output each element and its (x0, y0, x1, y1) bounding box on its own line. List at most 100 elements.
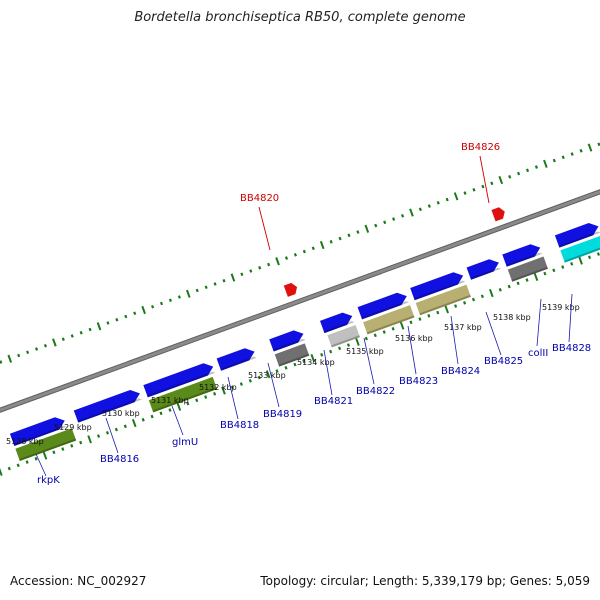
tick-mark (88, 327, 92, 332)
tick-mark (151, 304, 155, 309)
tick-mark (302, 249, 306, 254)
gene-rkpK (9, 417, 67, 446)
tick-mark (16, 463, 20, 468)
gene-label: BB4824 (441, 366, 480, 377)
gene-BB4822-body (357, 292, 407, 320)
feature-BB4822 (363, 305, 415, 335)
feature-colII (560, 235, 600, 263)
tick-mark (525, 168, 530, 173)
tick-mark (570, 262, 574, 266)
gene-BB4818-body (216, 348, 255, 371)
gene-BB4824 (466, 259, 502, 280)
tick-mark (587, 255, 592, 260)
kbp-tick-label: 5133 kbp (248, 371, 286, 380)
gene-colII-body (554, 223, 599, 248)
feature-BB4823 (415, 284, 471, 316)
tick-mark (508, 175, 512, 179)
gene-BB4822 (357, 292, 410, 320)
tick-mark (552, 268, 556, 273)
gene-BB4821-body (319, 312, 353, 334)
inner-tick-ruler (0, 252, 600, 476)
tick-mark (114, 427, 118, 432)
kbp-tick-label: 5134 kbp (297, 358, 335, 367)
tick-mark (347, 233, 351, 238)
tick-mark (453, 192, 459, 201)
gene-glmU-shade (147, 371, 216, 398)
gene-leader-line (227, 376, 239, 420)
gene-BB4818-shade (220, 356, 257, 371)
gene-label: rkpK (37, 475, 60, 486)
gene-label: BB4822 (356, 386, 395, 397)
feature-BB4821-shade (331, 335, 360, 348)
gene-BB4825-shade (506, 252, 543, 267)
feature-colII-shade (564, 247, 600, 263)
tick-mark (52, 338, 57, 347)
tick-mark (570, 152, 574, 156)
gene-BB4819-shade (273, 338, 306, 352)
tick-mark (258, 265, 262, 270)
tick-mark (481, 184, 485, 189)
tick-mark (319, 240, 325, 250)
feature-BB4822-shade (366, 315, 415, 335)
tick-mark (338, 236, 342, 241)
feature-colII-body (560, 235, 600, 263)
feature-BB4823-shade (419, 294, 471, 316)
tick-mark (96, 322, 102, 331)
tick-mark (79, 330, 83, 335)
tick-mark (561, 155, 565, 160)
gene-BB4819-body (269, 330, 304, 352)
gene-leader-line (450, 315, 459, 365)
gene-BB4819 (269, 330, 306, 352)
tick-mark (471, 297, 476, 302)
tick-mark (427, 204, 431, 208)
tick-mark (221, 386, 226, 395)
tick-mark (150, 414, 154, 419)
feature-BB4822-body (363, 305, 415, 335)
gene-label: BB4816 (100, 454, 139, 465)
tick-mark (382, 330, 386, 334)
tick-mark (533, 272, 539, 281)
tick-mark (257, 375, 261, 380)
gene-label: BB4818 (220, 420, 259, 431)
gene-leader-line (536, 298, 542, 347)
tick-mark (463, 191, 467, 195)
tick-mark (61, 447, 65, 451)
tick-mark (587, 143, 593, 152)
tick-mark (293, 252, 297, 257)
tick-mark (561, 265, 565, 269)
tick-mark (267, 262, 271, 267)
feature-glmU-body (148, 376, 218, 413)
tick-mark (141, 418, 145, 422)
tick-mark (346, 343, 351, 347)
kbp-tick-label: 5139 kbp (542, 303, 580, 312)
tick-mark (356, 230, 360, 234)
tick-mark (168, 408, 172, 412)
backbone (0, 190, 600, 412)
tick-mark (597, 142, 600, 147)
gene-BB4821 (319, 312, 355, 334)
tick-mark (17, 353, 21, 358)
highlight-label: BB4820 (240, 193, 279, 204)
highlight-label: BB4826 (461, 142, 500, 153)
gene-leader-line (363, 337, 375, 385)
tick-mark (275, 257, 280, 266)
gene-BB4823 (410, 272, 466, 301)
gene-leader-line (105, 417, 119, 454)
gene-BB4823-body (410, 272, 464, 301)
tick-mark (186, 401, 190, 406)
gene-rkpK-body (9, 417, 65, 446)
tick-mark (7, 466, 11, 471)
tick-mark (498, 175, 504, 185)
gene-leader-line (323, 349, 333, 396)
tick-mark (472, 188, 476, 192)
tick-mark (409, 320, 413, 325)
gene-label: BB4825 (484, 356, 523, 367)
gene-BB4816 (73, 389, 143, 423)
tick-mark (311, 246, 315, 251)
kbp-tick-label: 5135 kbp (346, 347, 384, 356)
gene-colII (554, 223, 600, 248)
tick-mark (418, 207, 422, 212)
gene-label: glmU (172, 437, 198, 448)
tick-mark (364, 224, 370, 233)
